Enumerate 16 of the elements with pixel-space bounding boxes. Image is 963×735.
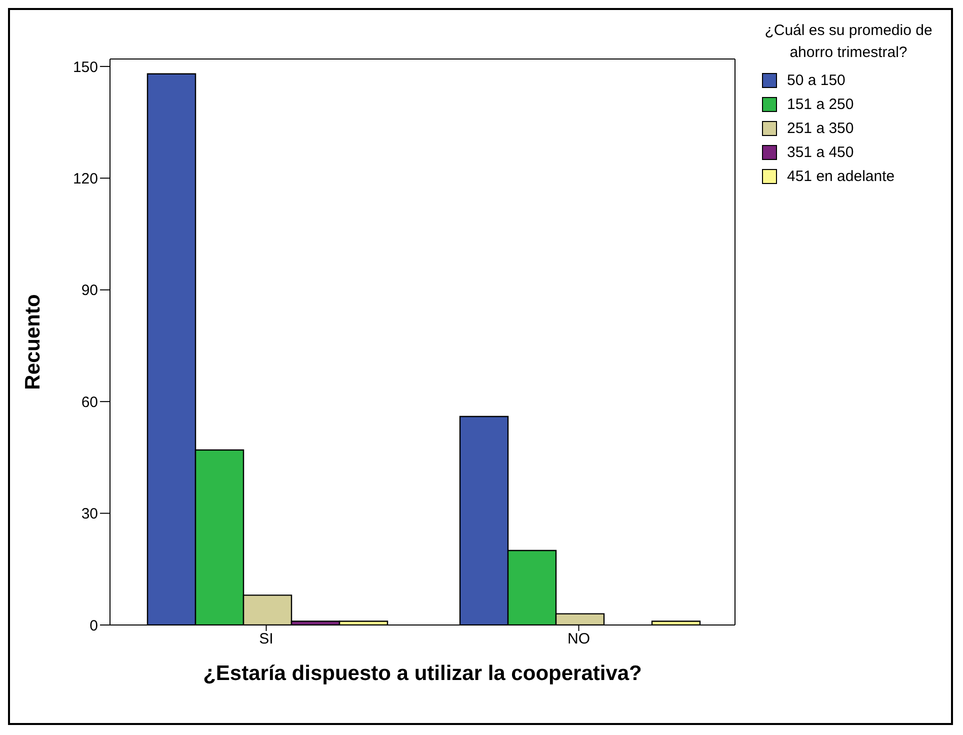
legend-title: ¿Cuál es su promedio de ahorro trimestral? — [764, 21, 934, 63]
y-tick-label: 30 — [81, 506, 98, 523]
y-axis-title: Recuento — [21, 294, 44, 390]
legend-label: 151 a 250 — [787, 96, 854, 112]
x-axis-title: ¿Estaría dispuesto a utilizar la cooperativa? — [203, 662, 642, 685]
y-tick-label: 0 — [90, 617, 98, 634]
y-tick-label: 90 — [81, 282, 98, 300]
legend-label: 251 a 350 — [787, 120, 854, 136]
legend-label: 50 a 150 — [787, 72, 846, 88]
legend-label: 451 en adelante — [787, 168, 895, 184]
legend-label: 351 a 450 — [787, 144, 854, 160]
y-tick-label: 120 — [72, 170, 98, 188]
y-tick-label: 150 — [72, 58, 98, 76]
x-tick-label: NO — [568, 630, 590, 648]
x-tick-label: SI — [259, 630, 274, 648]
y-tick-label: 60 — [81, 394, 98, 411]
